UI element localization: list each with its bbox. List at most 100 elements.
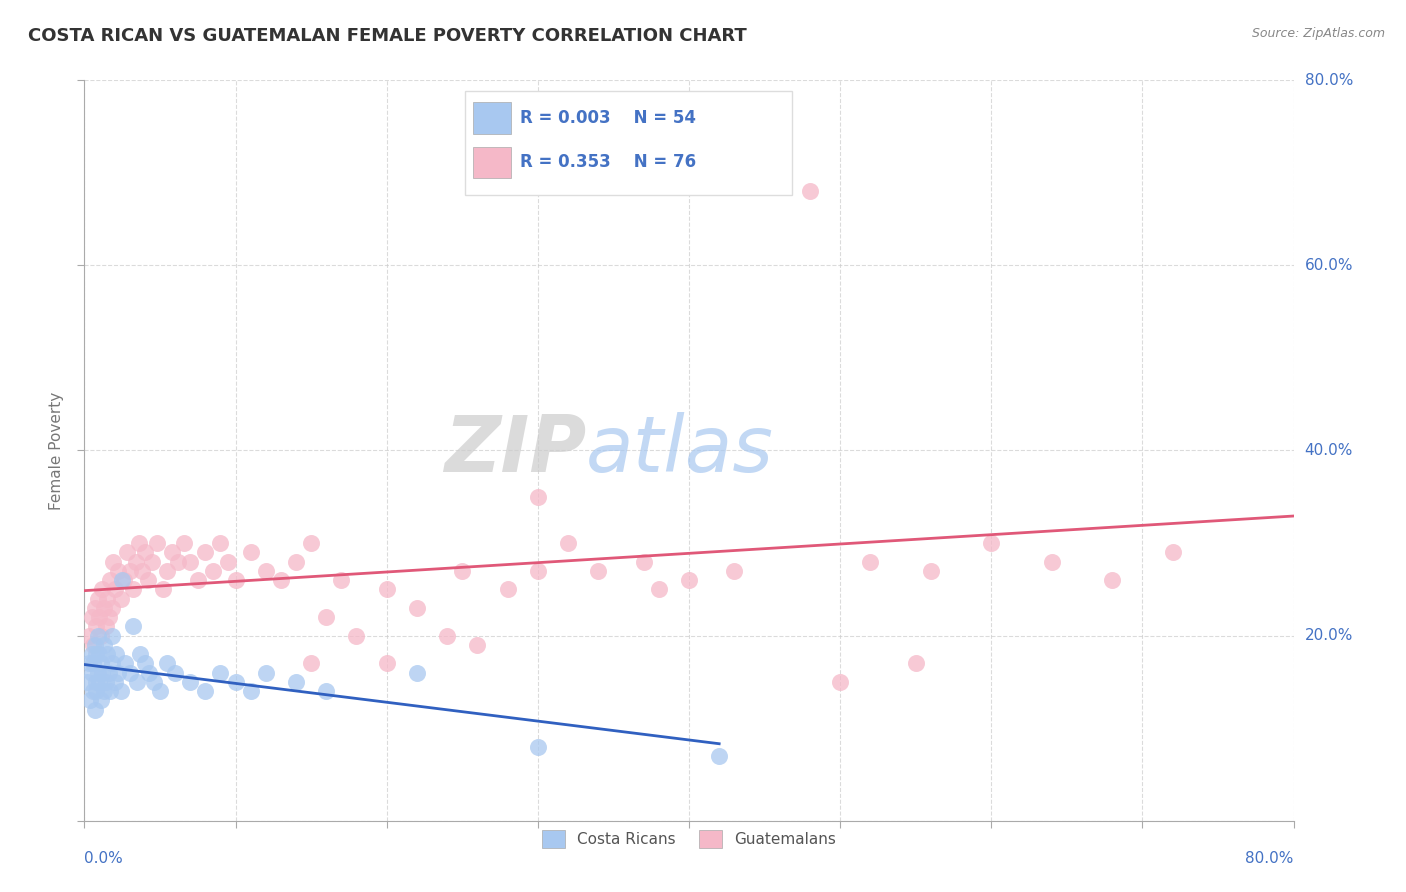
Point [156,657,179,671]
Point [131,564,153,578]
Point [799,184,821,198]
Point [285,554,308,569]
Point [104,582,127,597]
Point [1040,554,1063,569]
Point [179,554,201,569]
Point [146,536,169,550]
Point [527,739,550,754]
Point [496,582,519,597]
Point [451,564,474,578]
Point [128,536,150,550]
Point [82,638,104,652]
Point [87,591,110,606]
Text: 80.0%: 80.0% [1305,73,1353,87]
Point [830,674,852,689]
Point [104,674,127,689]
Point [82,657,104,671]
Point [84,703,107,717]
Point [723,564,745,578]
Point [100,628,122,642]
Point [633,554,655,569]
Point [86,647,108,661]
Point [436,628,458,642]
Point [299,657,322,671]
Point [80,647,103,661]
Point [709,748,731,763]
Point [90,657,112,671]
Point [225,573,247,587]
Point [86,674,108,689]
Point [330,573,353,587]
Point [980,536,1002,550]
Point [254,665,277,680]
Text: R = 0.003    N = 54: R = 0.003 N = 54 [520,109,696,127]
Point [239,684,262,698]
Point [77,628,100,642]
Text: 20.0%: 20.0% [1305,628,1353,643]
Point [121,619,143,633]
Point [111,573,134,587]
Point [225,674,247,689]
Text: 0.0%: 0.0% [84,851,124,866]
Point [89,647,111,661]
Point [160,545,183,559]
Point [375,657,398,671]
Point [100,600,122,615]
Point [80,665,103,680]
FancyBboxPatch shape [472,147,512,178]
Point [138,665,160,680]
Legend: Costa Ricans, Guatemalans: Costa Ricans, Guatemalans [536,824,842,854]
Point [97,665,120,680]
Point [121,582,143,597]
Point [406,665,429,680]
Point [209,665,232,680]
Point [91,582,114,597]
Point [315,684,337,698]
Point [406,600,429,615]
Point [93,684,115,698]
Point [156,564,179,578]
Point [209,536,232,550]
Point [201,564,224,578]
Text: 40.0%: 40.0% [1305,443,1353,458]
Point [89,674,111,689]
Point [97,610,120,624]
Point [101,554,124,569]
Point [118,665,141,680]
Point [254,564,277,578]
Point [315,610,337,624]
Point [194,545,217,559]
Y-axis label: Female Poverty: Female Poverty [49,392,65,509]
Point [100,657,122,671]
Point [129,647,152,661]
Point [152,582,174,597]
Point [173,536,195,550]
Point [80,610,103,624]
Point [82,684,104,698]
Text: atlas: atlas [586,412,775,489]
Point [90,628,112,642]
Point [114,657,136,671]
Point [93,638,115,652]
Point [270,573,292,587]
Point [134,657,156,671]
Point [86,684,108,698]
Point [557,536,579,550]
Point [98,684,121,698]
Text: 80.0%: 80.0% [1246,851,1294,866]
Point [920,564,942,578]
Point [859,554,882,569]
Point [217,554,239,569]
Point [84,638,107,652]
Point [86,619,108,633]
Point [98,573,121,587]
Point [1101,573,1123,587]
Point [527,490,550,504]
Point [467,638,489,652]
Point [136,573,159,587]
Point [79,693,101,707]
Point [94,619,117,633]
Point [142,674,165,689]
Point [110,591,132,606]
Point [87,628,110,642]
